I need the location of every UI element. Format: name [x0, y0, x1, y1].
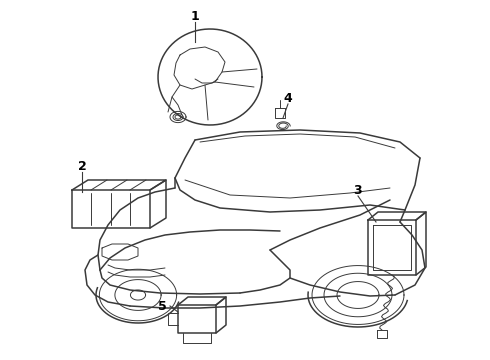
Text: 3: 3	[354, 184, 362, 197]
Text: 2: 2	[77, 159, 86, 172]
Text: 1: 1	[191, 9, 199, 23]
Text: 4: 4	[284, 91, 293, 104]
Text: 5: 5	[158, 300, 167, 312]
